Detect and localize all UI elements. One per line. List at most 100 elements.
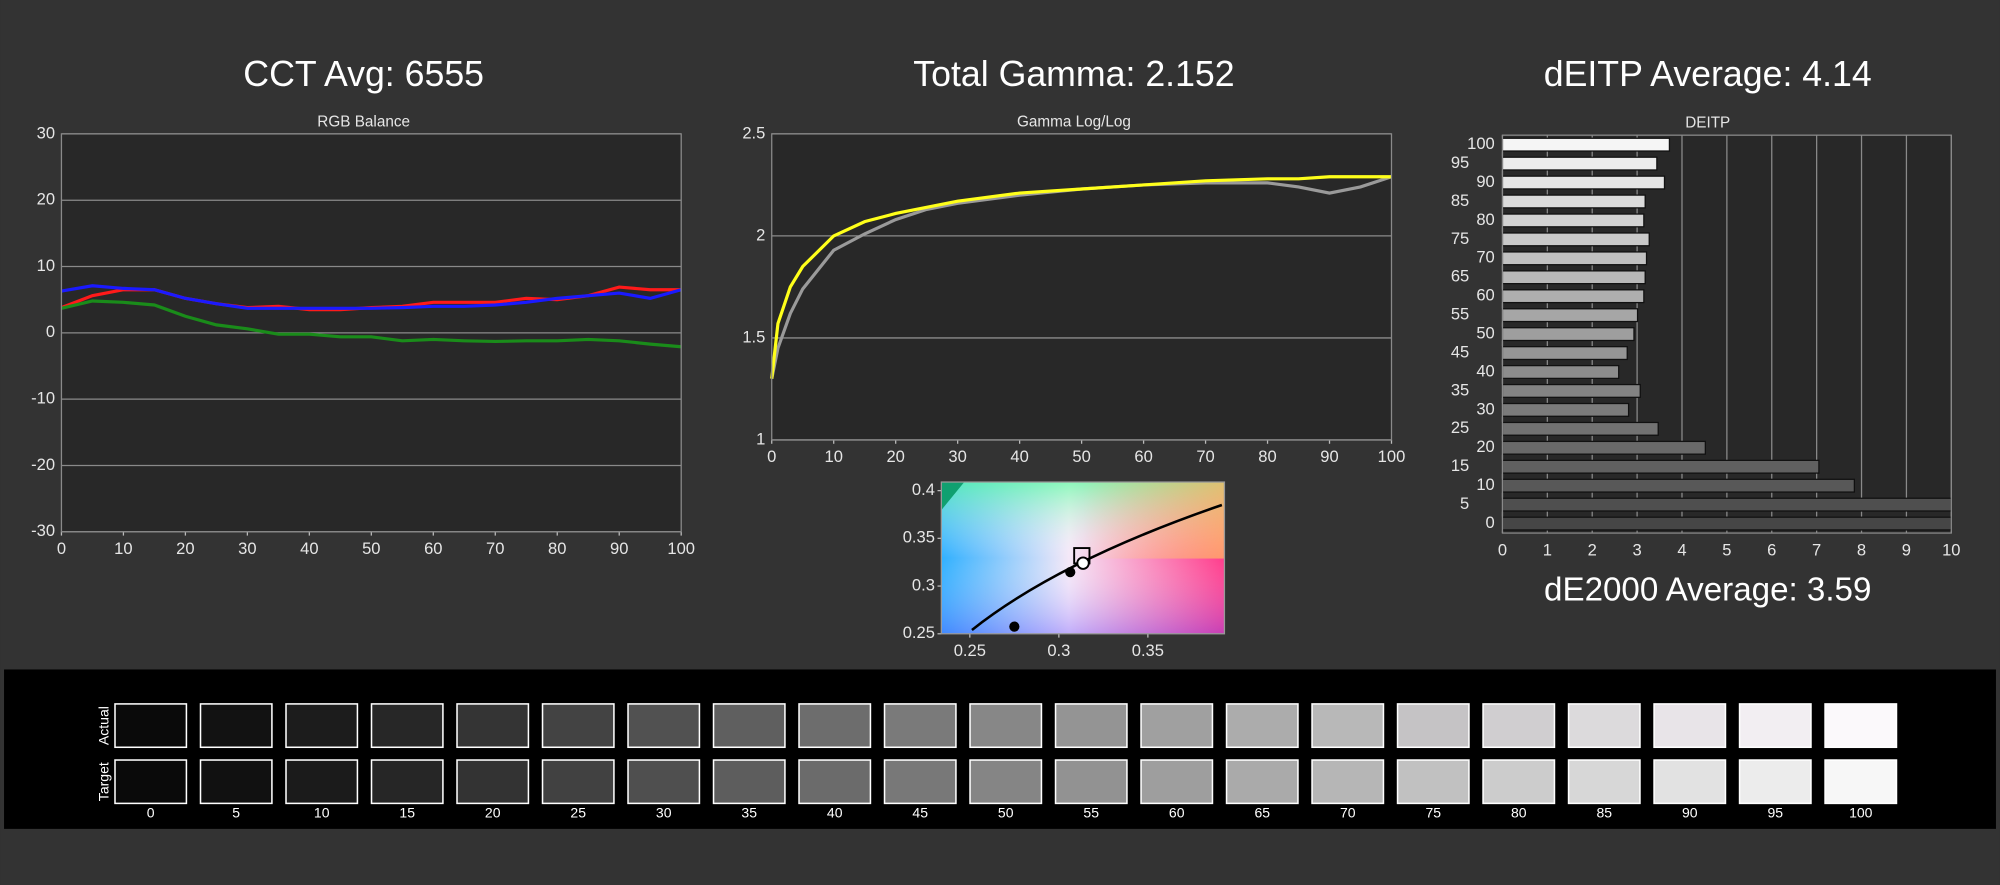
swatch-label: 100 — [1849, 804, 1873, 820]
y-tick-label: 0.25 — [903, 623, 935, 642]
x-tick-label: 80 — [548, 539, 566, 558]
swatch — [883, 759, 957, 805]
swatch-label: 95 — [1767, 804, 1783, 820]
bar — [1501, 346, 1628, 361]
bar — [1501, 251, 1648, 266]
y-tick-label: -30 — [31, 521, 55, 540]
y-tick-label: 10 — [1476, 475, 1494, 494]
y-tick-label: 80 — [1476, 210, 1494, 229]
x-tick-label: 0 — [767, 447, 776, 466]
swatch-label: 10 — [314, 804, 330, 820]
bar — [1501, 289, 1645, 304]
swatch-label: 60 — [1169, 804, 1185, 820]
swatch-label: 20 — [485, 804, 501, 820]
y-tick-label: 0.3 — [912, 575, 935, 594]
swatch — [712, 759, 786, 805]
swatch — [541, 759, 615, 805]
x-tick-label: 80 — [1258, 447, 1276, 466]
row-label: Actual — [96, 706, 112, 745]
swatch — [1824, 759, 1898, 805]
chart-title: RGB Balance — [317, 113, 410, 130]
swatch — [370, 703, 444, 749]
bar — [1501, 213, 1645, 228]
y-tick-label: 70 — [1476, 248, 1494, 267]
y-tick-label: 90 — [1476, 172, 1494, 191]
y-tick-label: 0.35 — [903, 528, 935, 547]
bar — [1501, 383, 1641, 398]
y-tick-label: 20 — [1476, 437, 1494, 456]
bar — [1501, 364, 1620, 380]
x-tick-label: 0 — [57, 539, 66, 558]
swatch — [1567, 703, 1641, 749]
swatch-label: 40 — [827, 804, 843, 820]
swatch — [798, 703, 872, 749]
y-tick-label: 25 — [1451, 418, 1469, 437]
swatch-label: 75 — [1425, 804, 1441, 820]
swatch — [1225, 703, 1299, 749]
y-tick-label: 30 — [1476, 399, 1494, 418]
swatch — [969, 703, 1043, 749]
swatch — [370, 759, 444, 805]
bar — [1501, 270, 1646, 285]
bar — [1501, 194, 1646, 209]
swatch — [285, 703, 359, 749]
swatch — [1482, 703, 1556, 749]
y-tick-label: 1 — [756, 429, 765, 448]
y-tick-label: 2 — [756, 225, 765, 244]
swatch — [285, 759, 359, 805]
y-tick-label: 45 — [1451, 342, 1469, 361]
plot-frame — [940, 481, 1226, 635]
bar — [1501, 478, 1855, 493]
x-tick-label: 20 — [176, 539, 194, 558]
bar — [1501, 497, 1952, 512]
swatch — [798, 759, 872, 805]
x-tick-label: 70 — [1196, 447, 1214, 466]
point — [1009, 621, 1020, 632]
x-tick-label: 5 — [1722, 540, 1731, 559]
swatch — [1140, 703, 1214, 749]
bar — [1501, 402, 1630, 417]
swatch — [456, 759, 530, 805]
bar — [1501, 440, 1706, 455]
plot-frame — [60, 133, 682, 533]
row-label: Target — [96, 762, 112, 801]
chart-heading: Total Gamma: 2.152 — [913, 54, 1234, 94]
swatch — [883, 703, 957, 749]
x-tick-label: 0.35 — [1132, 641, 1164, 660]
y-tick-label: 55 — [1451, 305, 1469, 324]
y-tick-label: 65 — [1451, 267, 1469, 286]
point — [1065, 567, 1076, 578]
swatch — [1140, 759, 1214, 805]
x-tick-label: 30 — [238, 539, 256, 558]
swatch-label: 55 — [1083, 804, 1099, 820]
swatch — [1225, 759, 1299, 805]
x-tick-label: 90 — [610, 539, 628, 558]
swatch — [1653, 703, 1727, 749]
swatch — [1396, 703, 1470, 749]
series-line — [61, 299, 682, 349]
y-tick-label: 1.5 — [742, 327, 765, 346]
swatch — [199, 759, 273, 805]
x-tick-label: 4 — [1677, 540, 1686, 559]
y-tick-label: 2.5 — [742, 123, 765, 142]
x-tick-label: 6 — [1767, 540, 1776, 559]
bar — [1501, 175, 1666, 190]
x-tick-label: 7 — [1812, 540, 1821, 559]
x-tick-label: 3 — [1632, 540, 1641, 559]
swatch — [1311, 759, 1385, 805]
y-tick-label: 100 — [1467, 134, 1495, 153]
x-tick-label: 9 — [1902, 540, 1911, 559]
swatch — [1824, 703, 1898, 749]
y-tick-label: 0 — [1486, 513, 1495, 532]
swatch-label: 65 — [1254, 804, 1270, 820]
y-tick-label: 20 — [37, 190, 55, 209]
bar — [1501, 421, 1659, 436]
y-tick-label: 0.4 — [912, 480, 935, 499]
swatch — [541, 703, 615, 749]
bar — [1501, 516, 1952, 531]
swatch — [1738, 759, 1812, 805]
bar — [1501, 459, 1820, 474]
x-tick-label: 90 — [1320, 447, 1338, 466]
swatch-label: 80 — [1511, 804, 1527, 820]
series-line — [770, 175, 1392, 380]
